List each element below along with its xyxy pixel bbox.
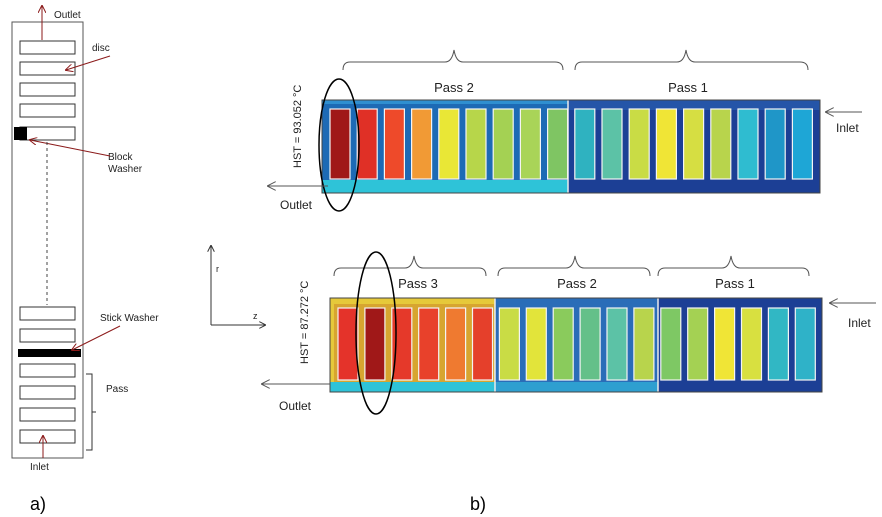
- disc-cell: [579, 307, 601, 381]
- disc: [19, 363, 76, 378]
- axis-r-label: r: [216, 264, 219, 274]
- disc-cells: [337, 307, 816, 381]
- pass-bracket: [497, 255, 651, 277]
- cooling-band: [330, 382, 495, 392]
- block-washer: [14, 127, 27, 140]
- disc-cell: [710, 108, 732, 180]
- pass-bracket: [574, 49, 809, 71]
- disc-cell: [633, 307, 655, 381]
- axis-z-label: z: [253, 311, 258, 321]
- stick-washer-label: Stick Washer: [100, 313, 159, 324]
- hst-label: HST = 93.052 °C: [292, 85, 304, 168]
- pass-label: Pass: [106, 384, 128, 395]
- outlet-label: Outlet: [280, 198, 313, 212]
- disc-cell: [337, 307, 359, 381]
- cooling-band: [658, 382, 822, 392]
- panel-a-label: a): [30, 494, 46, 514]
- disc-cell: [445, 307, 467, 381]
- disc-cell: [471, 307, 494, 381]
- disc-cell: [660, 307, 682, 381]
- panel-b-label: b): [470, 494, 486, 514]
- disc-cell: [682, 108, 705, 180]
- disc-cell: [737, 108, 759, 180]
- disc-cell: [519, 108, 542, 180]
- disc-cell: [740, 307, 763, 381]
- pass-bracket: [86, 373, 93, 451]
- disc-cell: [498, 307, 520, 381]
- disc: [19, 385, 76, 400]
- hot-spot-ellipse: [318, 78, 360, 212]
- stick-washer-arrow-icon: [72, 325, 121, 350]
- disc-cells: [329, 108, 814, 180]
- disc-cell: [525, 307, 547, 381]
- pass-bracket: [333, 255, 487, 277]
- cooling-band: [495, 382, 658, 392]
- disc-cell: [791, 108, 814, 180]
- cooling-band: [322, 180, 568, 193]
- disc-cell: [552, 307, 574, 381]
- disc-cell: [546, 108, 569, 180]
- disc-cell: [794, 307, 816, 381]
- hst-label: HST = 87.272 °C: [299, 281, 311, 364]
- inlet-label: Inlet: [836, 121, 859, 135]
- bottom-contour: Pass 3 Pass 2 Pass 1 HST = 87.272 °C Inl…: [262, 251, 876, 415]
- disc: [19, 40, 76, 55]
- disc-cell: [383, 108, 405, 180]
- disc-cell: [767, 307, 790, 381]
- disc-cell: [438, 108, 460, 180]
- disc-cell: [601, 108, 623, 180]
- disc: [19, 407, 76, 422]
- disc-cell: [356, 108, 378, 180]
- outlet-label: Outlet: [54, 10, 81, 21]
- disc-cell: [364, 307, 386, 381]
- disc-label: disc: [92, 43, 110, 54]
- disc: [19, 103, 76, 118]
- disc-cell: [628, 108, 650, 180]
- disc: [19, 328, 76, 343]
- inlet-label: Inlet: [30, 462, 49, 473]
- outlet-label: Outlet: [279, 399, 312, 413]
- pass-bracket: [342, 49, 564, 71]
- pass-label: Pass 1: [668, 80, 708, 95]
- cooling-band: [568, 180, 820, 193]
- disc-cell: [418, 307, 440, 381]
- block-washer-label-2: Washer: [108, 164, 143, 175]
- pass-label: Pass 2: [557, 276, 597, 291]
- disc-cell: [465, 108, 487, 180]
- panel-a: Outlet disc Block Washer Stick Washer Pa…: [11, 6, 159, 514]
- disc-cell: [411, 108, 433, 180]
- top-contour: Pass 2 Pass 1 HST = 93.052 °C Inlet Outl…: [268, 49, 862, 212]
- disc: [19, 126, 76, 141]
- disc-cell: [764, 108, 786, 180]
- panel-b: r z Pass 2 Pass 1 HST = 93.052 °C Inlet: [211, 49, 876, 514]
- disc-cell: [687, 307, 709, 381]
- disc-cell: [655, 108, 678, 180]
- block-washer-label-1: Block: [108, 152, 133, 163]
- disc-arrow-icon: [66, 55, 111, 70]
- disc: [19, 82, 76, 97]
- disc-cell: [492, 108, 514, 180]
- disc-cell: [391, 307, 413, 381]
- pass-label: Pass 2: [434, 80, 474, 95]
- disc: [19, 61, 76, 76]
- disc-cell: [606, 307, 628, 381]
- hot-spot-ellipse: [355, 251, 397, 415]
- disc: [19, 429, 76, 444]
- block-washer-arrow-icon: [30, 140, 111, 157]
- disc-cell: [713, 307, 736, 381]
- disc: [19, 306, 76, 321]
- inlet-label: Inlet: [848, 316, 871, 330]
- disc-cell: [574, 108, 596, 180]
- stick-washer: [18, 349, 81, 357]
- disc-cell: [329, 108, 351, 180]
- pass-label: Pass 3: [398, 276, 438, 291]
- pass-bracket: [657, 255, 810, 277]
- pass-label: Pass 1: [715, 276, 755, 291]
